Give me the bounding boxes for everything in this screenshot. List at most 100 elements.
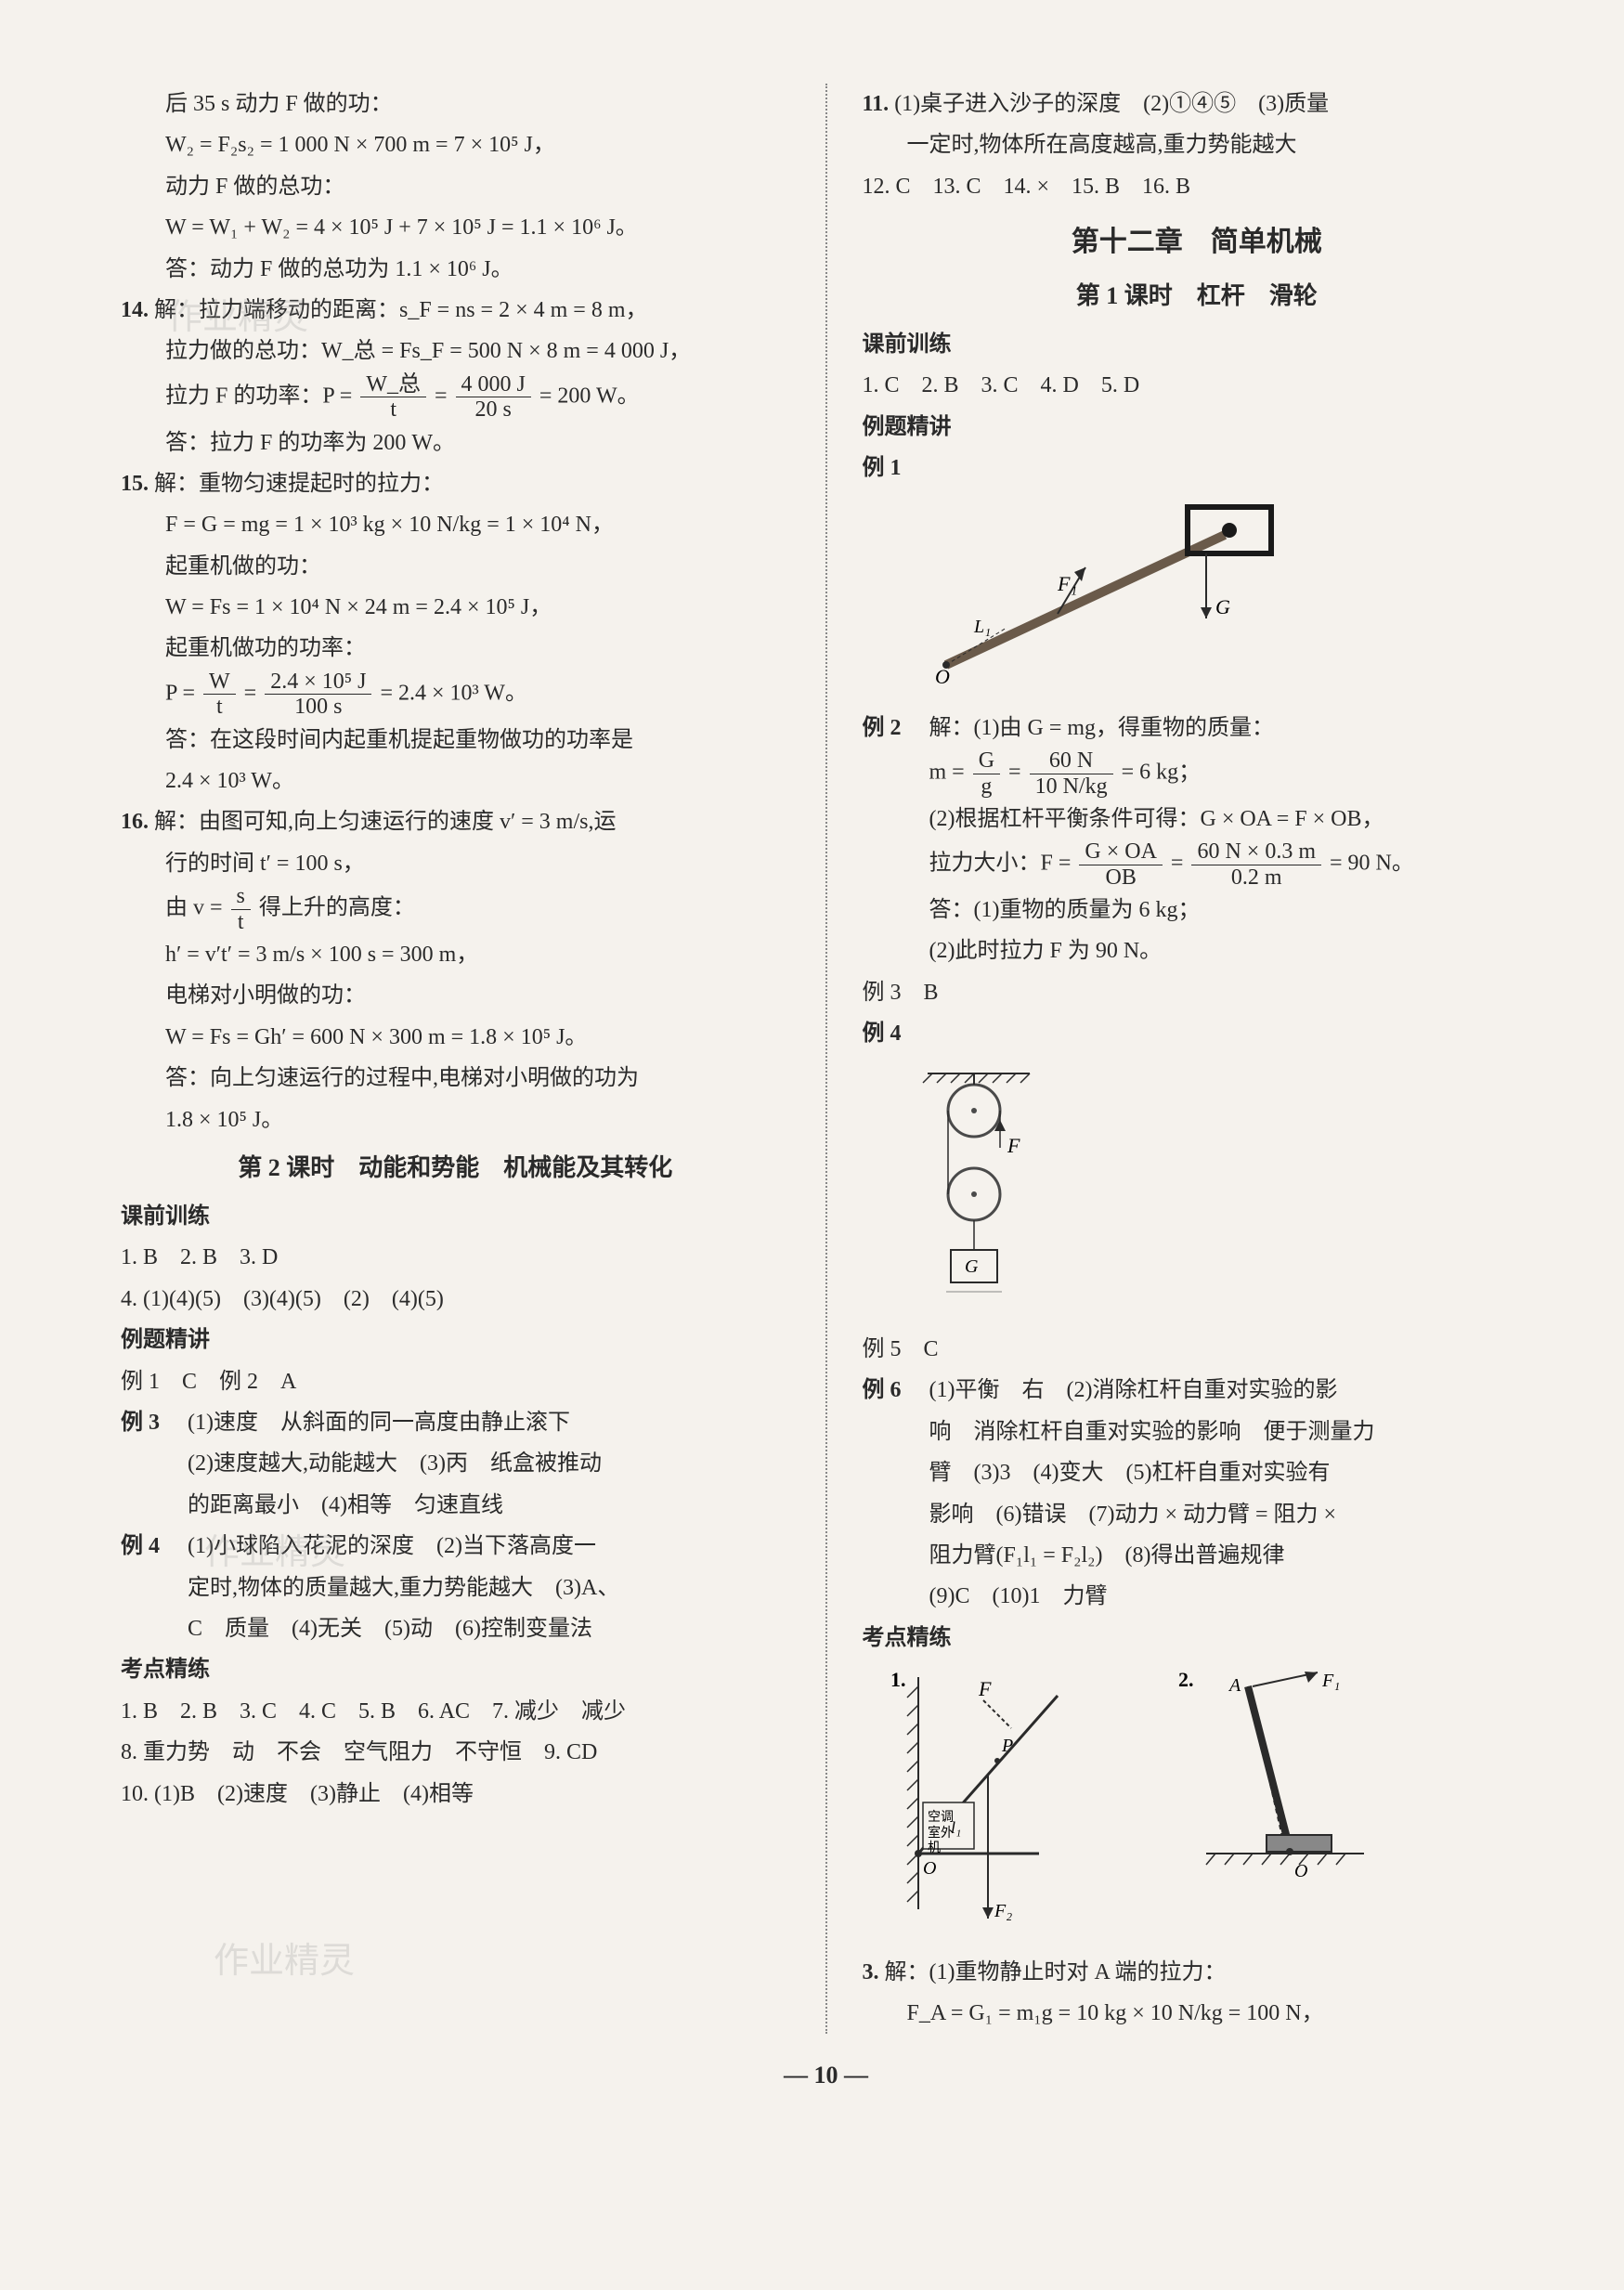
chapter-title: 第十二章 简单机械 <box>863 216 1532 268</box>
example-label: 例 6 <box>863 1378 902 1402</box>
svg-text:F₂: F₂ <box>994 1901 1012 1921</box>
text-line: 起重机做的功： <box>121 546 790 587</box>
text-line: 答：(1)重物的质量为 6 kg； <box>863 890 1532 930</box>
formula-line: 拉力 F 的功率：P = W_总t = 4 000 J20 s = 200 W。 <box>121 372 790 423</box>
answer-line: 4. (1)(4)(5) (3)(4)(5) (2) (4)(5) <box>121 1279 790 1320</box>
question-3: 3. 解：(1)重物静止时对 A 端的拉力： <box>863 1952 1532 1993</box>
text-line: 答：向上匀速运行的过程中,电梯对小明做的功为 <box>121 1058 790 1099</box>
answer-line: 1. B 2. B 3. C 4. C 5. B 6. AC 7. 减少 减少 <box>121 1691 790 1732</box>
question-label: 15. <box>121 472 149 496</box>
formula-line: 拉力大小：F = G × OAOB = 60 N × 0.3 m0.2 m = … <box>863 839 1532 890</box>
question-15: 15. 解：重物匀速提起时的拉力： <box>121 463 790 504</box>
text-line: 起重机做功的功率： <box>121 628 790 669</box>
svg-text:1.: 1. <box>890 1668 906 1691</box>
text-line: 电梯对小明做的功： <box>121 975 790 1016</box>
text-line: 行的时间 t′ = 100 s， <box>121 843 790 884</box>
text-line: 阻力臂(F₁l₁ = F₂l₂) (8)得出普遍规律 <box>863 1535 1532 1576</box>
svg-text:机: 机 <box>928 1841 941 1855</box>
text-line: 的距离最小 (4)相等 匀速直线 <box>121 1485 790 1526</box>
right-column: 11. (1)桌子进入沙子的深度 (2)①④⑤ (3)质量 一定时,物体所在高度… <box>863 84 1532 2034</box>
text-line: 响 消除杠杆自重对实验的影响 便于测量力 <box>863 1412 1532 1452</box>
lever-wall-diagram: 1. F P <box>890 1668 1104 1942</box>
svg-text:F: F <box>978 1677 992 1700</box>
text-line: 后 35 s 动力 F 做的功： <box>121 84 790 124</box>
text-line: 答：拉力 F 的功率为 200 W。 <box>121 423 790 463</box>
svg-text:O: O <box>923 1858 936 1879</box>
text-line: 解：拉力端移动的距离：s_F = ns = 2 × 4 m = 8 m， <box>154 298 648 322</box>
lever-diagram: G F₁ L₁ O <box>918 498 1532 697</box>
answer-line: 12. C 13. C 14. × 15. B 16. B <box>863 166 1532 207</box>
text-line: (9)C (10)1 力臂 <box>863 1576 1532 1617</box>
text-line: 2.4 × 10³ W。 <box>121 761 790 801</box>
svg-text:O: O <box>1294 1861 1307 1881</box>
svg-text:F₁: F₁ <box>1057 572 1077 595</box>
text-line: (2)速度越大,动能越大 (3)丙 纸盒被推动 <box>121 1443 790 1484</box>
text-line: (1)桌子进入沙子的深度 (2)①④⑤ (3)质量 <box>894 92 1329 116</box>
column-divider <box>825 84 827 2034</box>
example-label: 例 2 <box>863 716 902 740</box>
text-line: F_A = G₁ = m₁g = 10 kg × 10 N/kg = 100 N… <box>863 1993 1532 2034</box>
svg-text:G: G <box>1215 595 1230 618</box>
subsection-title: 考点精练 <box>863 1618 1532 1659</box>
text-line: h′ = v′t′ = 3 m/s × 100 s = 300 m， <box>121 934 790 975</box>
svg-text:2.: 2. <box>1178 1668 1194 1691</box>
question-16: 16. 解：由图可知,向上匀速运行的速度 v′ = 3 m/s,运 <box>121 801 790 842</box>
diagram-row: 1. F P <box>890 1668 1532 1942</box>
answer-line: 1. C 2. B 3. C 4. D 5. D <box>863 365 1532 406</box>
formula-line: m = Gg = 60 N10 N/kg = 6 kg； <box>863 748 1532 799</box>
page-number: — 10 — <box>121 2062 1531 2089</box>
text-line: (1)平衡 右 (2)消除杠杆自重对实验的影 <box>929 1378 1338 1402</box>
example-label: 例 4 <box>121 1534 160 1558</box>
text-line: 解：重物匀速提起时的拉力： <box>154 472 444 496</box>
answer-line: 1. B 2. B 3. D <box>121 1237 790 1278</box>
text-line: F = G = mg = 1 × 10³ kg × 10 N/kg = 1 × … <box>121 504 790 545</box>
svg-text:L₁: L₁ <box>973 617 991 637</box>
question-label: 14. <box>121 298 149 322</box>
text-line: 解：(1)由 G = mg，得重物的质量： <box>929 716 1275 740</box>
text-line: 动力 F 做的总功： <box>121 166 790 207</box>
example-label: 例 3 <box>121 1411 160 1435</box>
question-label: 16. <box>121 810 149 834</box>
example-label: 例 4 <box>863 1013 1532 1054</box>
svg-text:F: F <box>1007 1134 1020 1157</box>
text-line: 答：动力 F 做的总功为 1.1 × 10⁶ J。 <box>121 249 790 290</box>
text-line: W = W₁ + W₂ = 4 × 10⁵ J + 7 × 10⁵ J = 1.… <box>121 207 790 248</box>
text-line: 解：由图可知,向上匀速运行的速度 v′ = 3 m/s,运 <box>154 810 616 834</box>
text-line: W = Fs = Gh′ = 600 N × 300 m = 1.8 × 10⁵… <box>121 1017 790 1058</box>
example-2: 例 2 解：(1)由 G = mg，得重物的质量： <box>863 708 1532 748</box>
svg-text:F₁: F₁ <box>1321 1671 1340 1691</box>
text-line: C 质量 (4)无关 (5)动 (6)控制变量法 <box>121 1608 790 1649</box>
text-line: 臂 (3)3 (4)变大 (5)杠杆自重对实验有 <box>863 1452 1532 1493</box>
subsection-title: 例题精讲 <box>863 407 1532 448</box>
formula-line: 由 v = st 得上升的高度： <box>121 884 790 934</box>
formula-line: P = Wt = 2.4 × 10⁵ J100 s = 2.4 × 10³ W。 <box>121 670 790 720</box>
text-line: 影响 (6)错误 (7)动力 × 动力臂 = 阻力 × <box>863 1494 1532 1535</box>
lever-floor-diagram: 2. A F₁ O <box>1178 1668 1383 1942</box>
text-line: W₂ = F₂s₂ = 1 000 N × 700 m = 7 × 10⁵ J， <box>121 124 790 165</box>
svg-text:O: O <box>935 665 950 683</box>
example-label: 例 1 <box>863 448 1532 488</box>
svg-text:P: P <box>1001 1736 1013 1756</box>
svg-text:室外: 室外 <box>928 1825 954 1841</box>
left-column: 后 35 s 动力 F 做的功： W₂ = F₂s₂ = 1 000 N × 7… <box>121 84 790 2034</box>
svg-text:空调: 空调 <box>928 1810 954 1825</box>
text-line: 解：(1)重物静止时对 A 端的拉力： <box>885 1960 1227 1984</box>
text-line: (1)小球陷入花泥的深度 (2)当下落高度一 <box>188 1534 596 1558</box>
section-title: 第 1 课时 杠杆 滑轮 <box>863 274 1532 319</box>
text-line: 定时,物体的质量越大,重力势能越大 (3)A、 <box>121 1568 790 1608</box>
text-line: (2)根据杠杆平衡条件可得：G × OA = F × OB， <box>863 799 1532 839</box>
subsection-title: 课前训练 <box>121 1196 790 1237</box>
pulley-diagram: F G <box>918 1064 1532 1320</box>
question-label: 3. <box>863 1960 879 1984</box>
question-label: 11. <box>863 92 890 116</box>
answer-line: 10. (1)B (2)速度 (3)静止 (4)相等 <box>121 1774 790 1815</box>
text-line: 拉力做的总功：W_总 = Fs_F = 500 N × 8 m = 4 000 … <box>121 331 790 371</box>
example-4: 例 4 (1)小球陷入花泥的深度 (2)当下落高度一 <box>121 1526 790 1567</box>
text-line: 1.8 × 10⁵ J。 <box>121 1099 790 1140</box>
subsection-title: 考点精练 <box>121 1649 790 1690</box>
section-title: 第 2 课时 动能和势能 机械能及其转化 <box>121 1146 790 1191</box>
answer-line: 8. 重力势 动 不会 空气阻力 不守恒 9. CD <box>121 1732 790 1773</box>
subsection-title: 课前训练 <box>863 324 1532 365</box>
question-14: 14. 解：拉力端移动的距离：s_F = ns = 2 × 4 m = 8 m， <box>121 290 790 331</box>
svg-text:G: G <box>965 1256 979 1277</box>
